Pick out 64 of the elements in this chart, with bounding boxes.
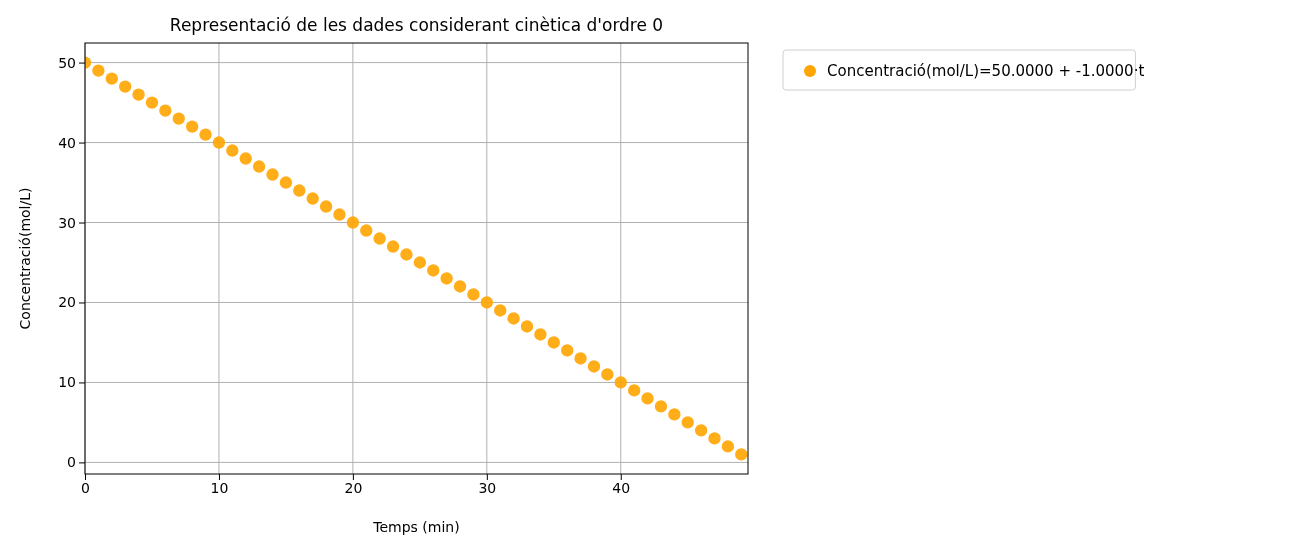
point [574, 352, 587, 365]
point [614, 376, 627, 389]
point [668, 408, 681, 421]
point [735, 448, 748, 461]
point [400, 248, 413, 261]
point [520, 320, 534, 333]
point [694, 424, 708, 437]
point [360, 224, 373, 237]
point [413, 256, 427, 269]
point [346, 216, 360, 229]
point [681, 416, 694, 429]
legend-label: Concentració(mol/L)=50.0000 + -1.0000·t [827, 62, 1145, 80]
point [627, 384, 641, 397]
point [279, 176, 293, 189]
point [199, 128, 212, 141]
x-tick-label: 30 [478, 479, 497, 496]
point [252, 160, 266, 173]
x-tick-label: 10 [210, 479, 229, 496]
point [453, 280, 467, 293]
point [534, 328, 547, 341]
point [373, 232, 386, 245]
y-tick-label: 20 [58, 294, 76, 311]
point [105, 72, 118, 85]
x-tick-label: 40 [612, 479, 631, 496]
x-axis-title: Temps (min) [372, 519, 460, 535]
point [587, 360, 601, 373]
point [440, 272, 453, 285]
point [721, 440, 735, 453]
point [641, 392, 654, 405]
point [145, 96, 159, 109]
y-tick-label: 30 [58, 214, 76, 231]
point [561, 344, 574, 357]
point [333, 208, 346, 221]
point [708, 432, 721, 445]
point [654, 400, 668, 413]
point [386, 240, 400, 253]
point [319, 200, 333, 213]
x-tick-label: 20 [344, 479, 363, 496]
y-axis-title: Concentració(mol/L) [17, 187, 33, 330]
point [159, 104, 172, 117]
point [306, 192, 319, 205]
point [212, 136, 226, 149]
point [547, 336, 560, 349]
point [239, 152, 252, 165]
point [92, 64, 105, 77]
point [601, 368, 614, 381]
y-tick-label: 0 [67, 454, 76, 471]
y-tick-label: 10 [58, 374, 76, 391]
point [494, 304, 507, 317]
point [480, 296, 493, 309]
point [185, 120, 199, 133]
y-tick-label: 40 [58, 134, 76, 151]
point [132, 88, 145, 101]
point [172, 112, 185, 125]
point [266, 168, 279, 181]
chart-title: Representació de les dades considerant cinètica d'ordre 0 [169, 15, 664, 35]
x-tick-label: 0 [81, 479, 90, 496]
point [293, 184, 306, 197]
point [507, 312, 520, 325]
point [119, 80, 132, 93]
point [467, 288, 480, 301]
y-tick-label: 50 [58, 54, 76, 71]
point [226, 144, 239, 157]
point [427, 264, 440, 277]
